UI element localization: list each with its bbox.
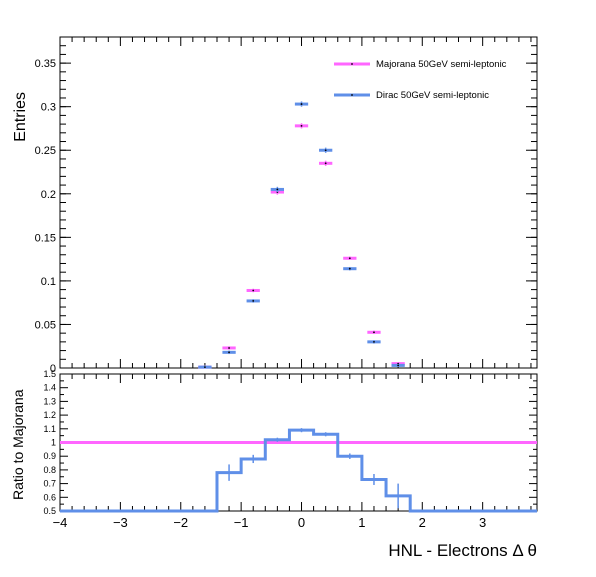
ratio-y-tick-label: 0.6 [43, 492, 56, 502]
data-point-marker [300, 124, 303, 127]
ratio-y-tick-label: 1 [51, 438, 56, 448]
x-tick-label: −4 [53, 515, 68, 530]
x-tick-label: 3 [479, 515, 486, 530]
data-point-marker [276, 188, 279, 191]
data-point-marker [228, 347, 230, 349]
data-point-marker [397, 364, 400, 367]
data-point-marker [348, 257, 351, 260]
y-tick-label: 0.25 [35, 145, 56, 157]
ratio-y-tick-label: 1.5 [43, 369, 56, 379]
data-point-marker [228, 351, 230, 354]
ratio-y-tick-label: 0.7 [43, 479, 56, 489]
ratio-y-tick-label: 0.9 [43, 451, 56, 461]
ratio-axis-label: Ratio to Majorana [10, 389, 26, 500]
legend-label: Majorana 50GeV semi-leptonic [376, 59, 507, 70]
data-point-marker [348, 267, 351, 270]
data-point-marker [324, 162, 327, 165]
entries-axis-label: Entries [12, 92, 29, 142]
data-point-marker [252, 289, 255, 292]
x-tick-label: −3 [113, 515, 128, 530]
legend-label: Dirac 50GeV semi-leptonic [376, 90, 489, 101]
ratio-y-tick-label: 1.3 [43, 396, 56, 406]
y-tick-label: 0.3 [41, 102, 56, 114]
ratio-y-tick-label: 1.4 [43, 383, 56, 393]
data-point-marker [252, 300, 255, 302]
data-point-marker [300, 103, 303, 105]
distribution-panel: 0 0.05 0.1 0.15 0.2 0.25 0.3 0.35 Entries Major… [12, 36, 538, 375]
data-point-marker [373, 340, 375, 343]
y-tick-label: 0.2 [41, 189, 56, 201]
ratio-y-tick-label: 1.1 [43, 424, 56, 434]
y-tick-label: 0 [50, 363, 56, 375]
ratio-y-tick-label: 0.5 [43, 506, 56, 516]
data-point-marker [373, 331, 375, 334]
legend-marker [351, 63, 353, 65]
ratio-y-tick-label: 1.2 [43, 410, 56, 420]
ratio-y-tick-label: 0.8 [43, 465, 56, 475]
x-tick-label: −2 [173, 515, 188, 530]
x-tick-label: 2 [419, 515, 426, 530]
y-tick-label: 0.05 [35, 319, 56, 331]
x-tick-label: −1 [234, 515, 249, 530]
data-point-marker [204, 366, 206, 369]
ratio-panel: 0.5 0.6 0.7 0.8 0.9 1 1.1 1.2 1.3 1.4 1.5 −4 −3 −2 −1 0… [10, 369, 538, 560]
x-axis-label: HNL - Electrons Δ θ [388, 541, 537, 560]
data-point-marker [324, 149, 327, 152]
dirac-series [198, 101, 405, 369]
y-tick-label: 0.1 [41, 276, 56, 288]
x-tick-label: 1 [358, 515, 365, 530]
y-tick-label: 0.15 [35, 232, 56, 244]
y-tick-label: 0.35 [35, 58, 56, 70]
dirac-ratio-step [60, 428, 537, 513]
x-tick-label: 0 [298, 515, 305, 530]
legend-marker [351, 94, 353, 96]
legend: Majorana 50GeV semi-leptonic Dirac 50GeV … [334, 59, 507, 101]
